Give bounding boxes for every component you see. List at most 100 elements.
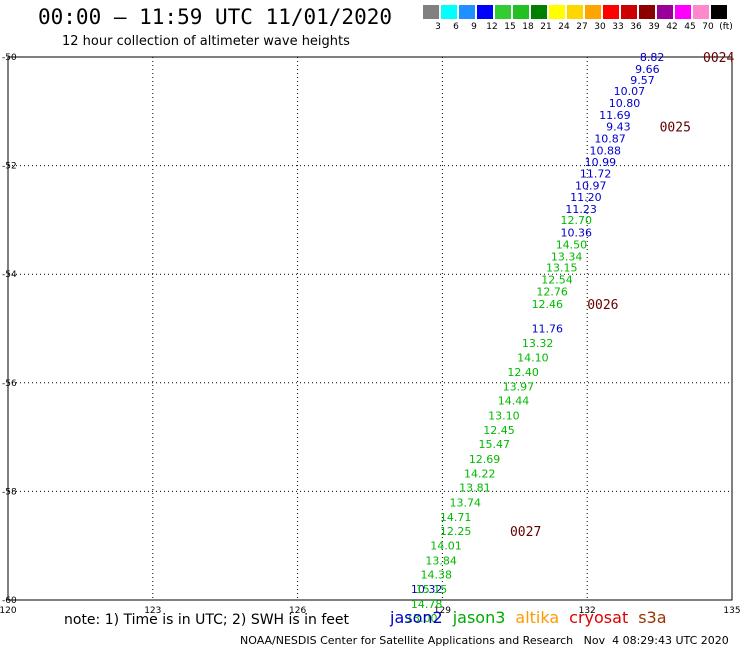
y-tick-label: -50 [2, 53, 17, 63]
wave-height-label: 10.36 [561, 226, 593, 239]
scale-swatch [495, 5, 511, 19]
wave-height-label: 13.00 [406, 612, 438, 625]
wave-height-label: 10.07 [614, 85, 646, 98]
wave-height-label: 13.15 [546, 262, 578, 275]
x-tick-label: 123 [144, 606, 161, 616]
scale-swatch [441, 5, 457, 19]
legend-item: jason2 [390, 608, 443, 627]
scale-swatch [675, 5, 691, 19]
wave-height-label: 12.69 [469, 453, 501, 466]
plot-frame [7, 56, 733, 601]
wave-height-label: 11.23 [565, 203, 597, 216]
scale-swatch [585, 5, 601, 19]
scale-swatch [621, 5, 637, 19]
scale-label: 36 [630, 22, 642, 32]
scale-swatch [567, 5, 583, 19]
wave-height-label: 15.15 [416, 583, 448, 596]
wave-height-label: 12.45 [483, 424, 515, 437]
wave-height-label: 13.34 [551, 250, 583, 263]
legend-item: cryosat [569, 608, 629, 627]
scale-label: (ft) [719, 22, 733, 32]
wave-height-label: 11.69 [599, 109, 631, 122]
scale-label: 3 [435, 22, 441, 32]
y-tick-label: -58 [2, 487, 17, 497]
wave-height-label: 9.43 [606, 121, 631, 134]
wave-height-label: 14.78 [411, 598, 443, 611]
wave-height-label: 14.38 [421, 568, 453, 581]
y-tick-label: -54 [2, 270, 17, 280]
wave-height-label: 13.74 [450, 496, 482, 509]
scale-swatch [603, 5, 619, 19]
wave-height-label: 12.46 [532, 298, 564, 311]
scale-swatch [693, 5, 709, 19]
wave-height-label: 12.25 [440, 525, 472, 538]
wave-height-label: 13.84 [425, 554, 457, 567]
scale-label: 21 [540, 22, 552, 32]
satellite-legend: jason2 jason3 altika cryosat s3a [390, 608, 677, 627]
scale-swatch [459, 5, 475, 19]
footer-credit: NOAA/NESDIS Center for Satellite Applica… [240, 634, 729, 647]
wave-height-label: 8.82 [640, 51, 665, 64]
scale-label: 45 [684, 22, 696, 32]
pass-time-annotation: 0026 [587, 298, 618, 313]
wave-height-label: 12.70 [561, 214, 593, 227]
wave-height-label: 13.97 [503, 381, 535, 394]
scale-label: 30 [594, 22, 606, 32]
scale-swatch [657, 5, 673, 19]
wave-height-label: 14.71 [440, 511, 472, 524]
scale-label: 15 [504, 22, 516, 32]
wave-height-label: 15.47 [478, 438, 510, 451]
wave-height-label: 10.87 [594, 132, 626, 145]
scale-label: 39 [648, 22, 660, 32]
wave-height-label: 10.32 [411, 583, 443, 596]
wave-height-label: 12.76 [536, 286, 568, 299]
scale-swatch [531, 5, 547, 19]
legend-item: altika [515, 608, 560, 627]
x-tick-label: 129 [434, 606, 451, 616]
wave-height-label: 14.10 [517, 351, 549, 364]
wave-height-label: 14.44 [498, 395, 530, 408]
wave-height-label: 10.99 [585, 156, 617, 169]
legend-item: s3a [638, 608, 667, 627]
wave-height-label: 12.54 [541, 274, 573, 287]
scale-swatch [513, 5, 529, 19]
scale-label: 9 [471, 22, 477, 32]
legend-item: jason3 [452, 608, 506, 627]
y-tick-label: -56 [2, 379, 17, 389]
wave-height-label: 14.22 [464, 467, 496, 480]
wave-height-label: 9.57 [630, 74, 655, 87]
scale-swatch [639, 5, 655, 19]
scale-label: 24 [558, 22, 570, 32]
y-tick-label: -52 [2, 162, 17, 172]
scale-label: 27 [576, 22, 588, 32]
wave-height-label: 11.20 [570, 191, 602, 204]
wave-height-label: 9.66 [635, 63, 660, 76]
chart-subtitle: 12 hour collection of altimeter wave hei… [62, 34, 350, 49]
pass-time-annotation: 0027 [510, 525, 541, 540]
wave-height-label: 11.76 [532, 323, 564, 336]
scale-label: 70 [702, 22, 714, 32]
wave-height-label: 12.40 [507, 366, 539, 379]
scale-swatch [549, 5, 565, 19]
wave-height-label: 10.80 [609, 97, 641, 110]
scale-label: 12 [486, 22, 498, 32]
chart-title: 00:00 – 11:59 UTC 11/01/2020 [38, 5, 393, 29]
x-tick-label: 135 [723, 606, 740, 616]
note-text: note: 1) Time is in UTC; 2) SWH is in fe… [64, 612, 350, 628]
scale-swatch [423, 5, 439, 19]
scale-label: 6 [453, 22, 459, 32]
scale-label: 18 [522, 22, 534, 32]
scale-swatch [711, 5, 727, 19]
scale-label: 42 [666, 22, 678, 32]
pass-time-annotation: 0025 [660, 121, 691, 136]
wave-height-label: 10.97 [575, 180, 607, 193]
y-tick-label: -60 [2, 596, 17, 606]
pass-time-annotation: 0024 [703, 51, 734, 66]
wave-height-label: 14.01 [430, 540, 462, 553]
wave-height-label: 13.32 [522, 337, 554, 350]
wave-height-label: 14.50 [556, 238, 588, 251]
wave-height-label: 13.10 [488, 409, 520, 422]
scale-swatch [477, 5, 493, 19]
x-tick-label: 120 [0, 606, 17, 616]
